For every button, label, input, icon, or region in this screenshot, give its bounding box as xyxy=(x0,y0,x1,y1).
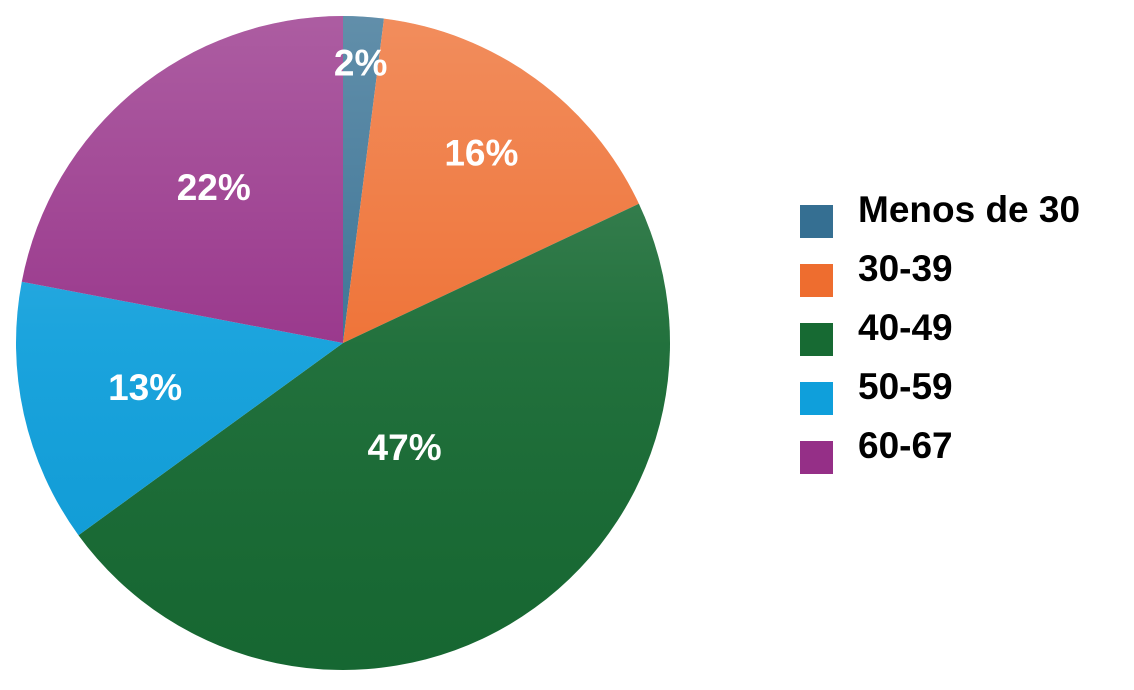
legend-label: 60-67 xyxy=(858,425,953,466)
legend-swatch xyxy=(800,323,833,356)
legend-item-60-67: 60-67 xyxy=(800,425,1080,500)
data-label: 47% xyxy=(368,427,442,468)
legend-item-menos-de-30: Menos de 30 xyxy=(800,189,1080,264)
legend-label: 50-59 xyxy=(858,366,953,407)
legend-label: 30-39 xyxy=(858,248,953,289)
legend-swatch xyxy=(800,441,833,474)
data-label: 16% xyxy=(444,133,518,174)
legend-item-50-59: 50-59 xyxy=(800,366,1080,441)
data-label: 22% xyxy=(177,167,251,208)
data-label: 2% xyxy=(334,42,387,83)
legend-item-40-49: 40-49 xyxy=(800,307,1080,382)
legend-label: Menos de 30 xyxy=(858,189,1081,230)
legend: Menos de 30 30-39 40-49 50-59 60-67 xyxy=(800,189,1080,500)
data-label: 13% xyxy=(108,367,182,408)
legend-label: 40-49 xyxy=(858,307,953,348)
legend-swatch xyxy=(800,205,833,238)
legend-item-30-39: 30-39 xyxy=(800,248,1080,323)
legend-swatch xyxy=(800,382,833,415)
legend-swatch xyxy=(800,264,833,297)
pie-shading xyxy=(16,16,670,670)
pie-chart: 2% 16% 47% 13% 22% xyxy=(16,16,671,671)
